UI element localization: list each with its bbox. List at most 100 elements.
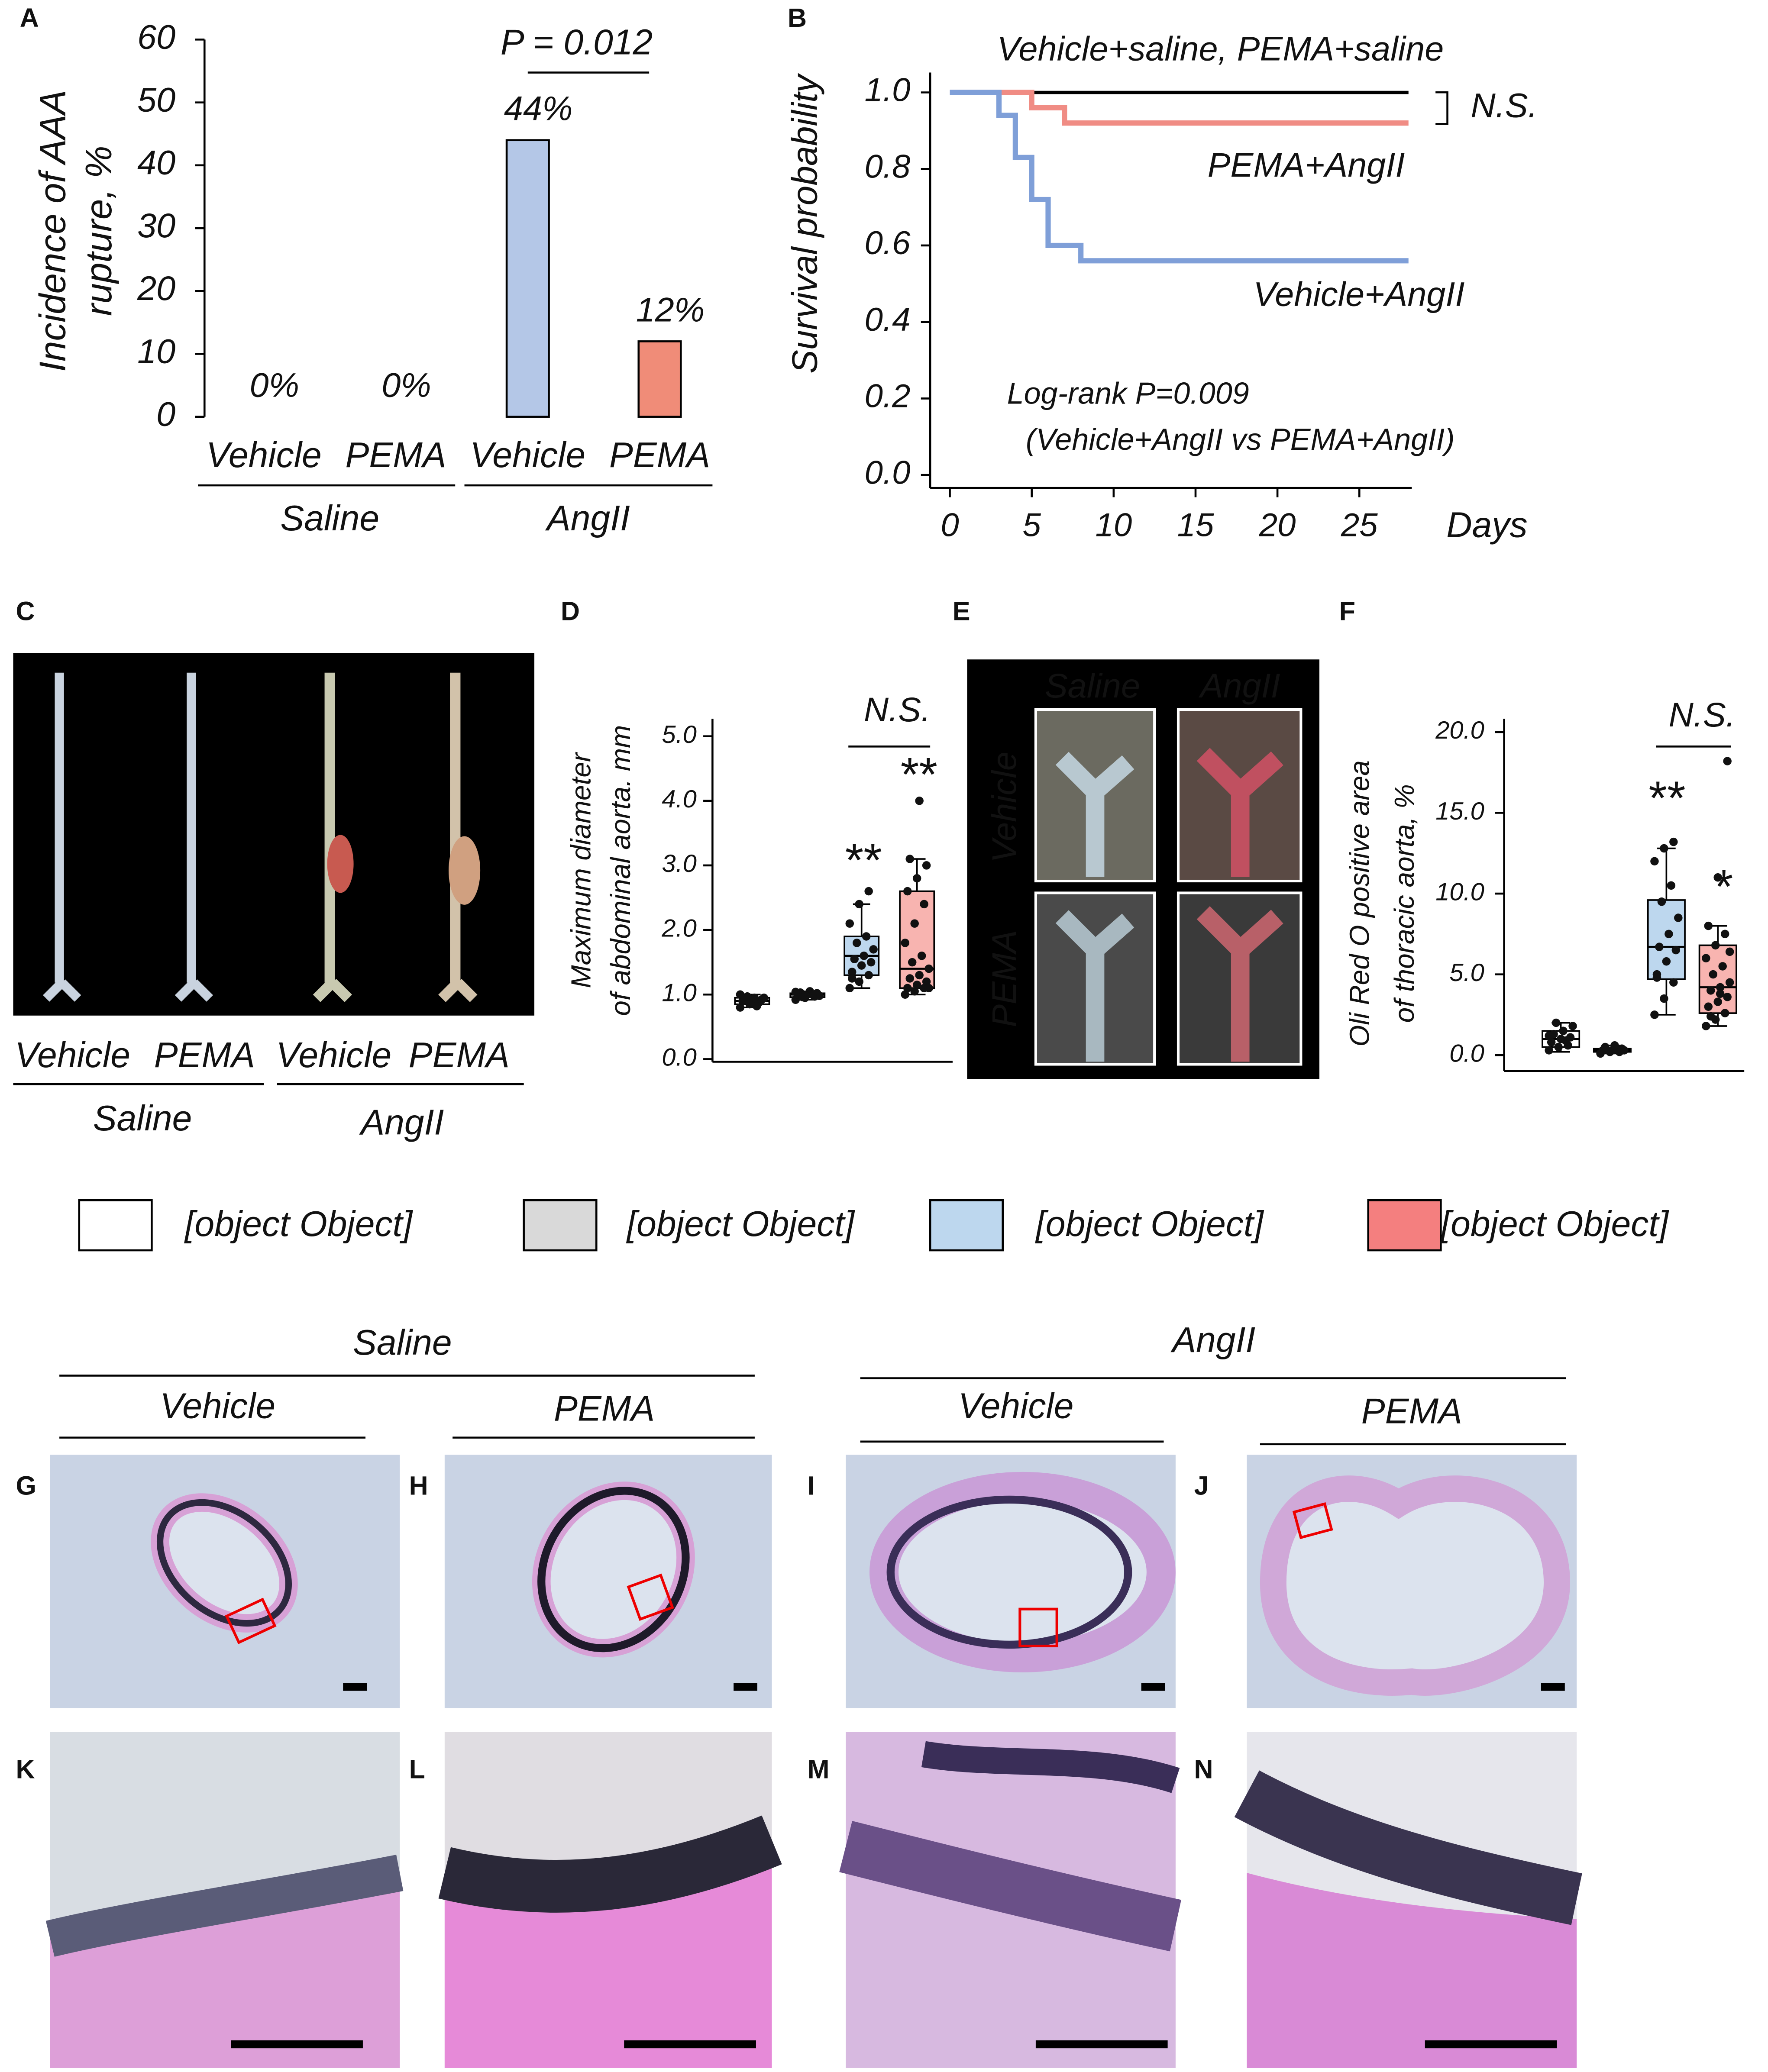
- data-point: [1674, 913, 1683, 922]
- x-tick-label: PEMA: [609, 436, 710, 475]
- panel-letter: E: [953, 597, 970, 626]
- ns-bracket: [1435, 91, 1448, 125]
- y-tick-label: 20.0: [1435, 716, 1484, 744]
- data-point: [864, 887, 873, 896]
- data-point: [903, 887, 912, 896]
- value-label: 0%: [250, 366, 299, 404]
- survival-line: [950, 90, 1409, 126]
- y-tick-label: 0.2: [865, 378, 911, 415]
- data-point: [912, 874, 921, 883]
- annotation: (Vehicle+AngII vs PEMA+AngII): [1026, 423, 1455, 456]
- annotation: Log-rank P=0.009: [1007, 376, 1249, 410]
- data-point: [1655, 942, 1664, 951]
- data-point: [1713, 997, 1722, 1006]
- series-label: PEMA+AngII: [1208, 145, 1405, 184]
- panel-letter: L: [409, 1755, 425, 1784]
- legend-label: [object Object]: [184, 1204, 414, 1244]
- group-label: AngII: [1170, 1320, 1255, 1360]
- panel-letter: I: [808, 1471, 815, 1501]
- data-point: [1704, 921, 1713, 930]
- x-tick-label: 25: [1341, 507, 1378, 544]
- bar: [637, 340, 682, 418]
- subgroup-label: PEMA: [1361, 1392, 1462, 1431]
- data-point: [862, 932, 871, 941]
- legend-label: [object Object]: [1035, 1204, 1264, 1244]
- data-point: [864, 971, 873, 980]
- data-point: [924, 984, 933, 993]
- data-point: [848, 968, 857, 976]
- y-tick-label: 20: [137, 269, 175, 307]
- panel-letter: H: [409, 1471, 428, 1501]
- y-tick-label: 5.0: [662, 721, 696, 749]
- data-point: [1671, 946, 1681, 955]
- data-point: [845, 919, 854, 928]
- data-point: [1665, 929, 1673, 939]
- legend-swatch: [1367, 1199, 1442, 1252]
- data-point: [901, 939, 910, 947]
- x-tick-label: 0: [941, 507, 959, 544]
- data-point: [750, 993, 759, 1002]
- data-point: [1709, 970, 1717, 979]
- annotation: **: [843, 834, 882, 887]
- annotation: N.S.: [1669, 695, 1736, 734]
- bar: [505, 139, 550, 418]
- data-point: [922, 861, 931, 870]
- data-point: [908, 958, 917, 967]
- data-point: [915, 971, 924, 980]
- data-point: [903, 984, 912, 993]
- column-label: AngII: [1199, 666, 1280, 705]
- data-point: [791, 988, 800, 997]
- panel-letter: K: [16, 1755, 35, 1784]
- data-point: [1723, 993, 1732, 1001]
- y-tick-label: 1.0: [865, 72, 911, 109]
- column-label: Saline: [1045, 666, 1140, 705]
- y-axis-label: Maximum diameter: [566, 752, 597, 988]
- value-label: 44%: [504, 89, 573, 128]
- data-point: [808, 990, 817, 999]
- data-point: [760, 993, 768, 1002]
- x-tick-label: PEMA: [346, 436, 446, 475]
- data-point: [1704, 1002, 1713, 1011]
- y-tick-label: 4.0: [662, 785, 696, 813]
- data-point: [1657, 897, 1666, 906]
- group-label: Saline: [280, 499, 379, 538]
- panel-letter: F: [1339, 597, 1355, 626]
- panel-letter: D: [561, 597, 580, 626]
- data-point: [855, 900, 863, 909]
- data-point: [1662, 957, 1671, 966]
- annotation: N.S.: [1471, 86, 1538, 125]
- data-point: [915, 797, 924, 805]
- data-point: [1707, 1012, 1715, 1021]
- y-axis-label: Oli Red O positive area: [1344, 760, 1375, 1046]
- data-point: [1660, 994, 1668, 1003]
- data-point: [1702, 954, 1710, 963]
- group-label: AngII: [545, 499, 630, 538]
- value-label: 12%: [636, 290, 705, 329]
- y-axis-label: Survival probability: [785, 73, 825, 374]
- data-point: [1554, 1042, 1563, 1052]
- panel-letter: G: [16, 1471, 36, 1501]
- annotation: **: [1647, 772, 1685, 825]
- data-point: [1702, 1022, 1710, 1030]
- row-label: Vehicle: [985, 752, 1023, 863]
- data-point: [910, 987, 919, 996]
- annotation: P = 0.012: [501, 23, 653, 62]
- data-point: [1713, 873, 1722, 882]
- y-tick-label: 0: [156, 395, 175, 433]
- data-point: [1720, 929, 1729, 939]
- data-point: [855, 977, 863, 986]
- legend-swatch: [929, 1199, 1004, 1252]
- x-tick-label: 15: [1177, 507, 1214, 544]
- data-point: [1716, 983, 1725, 992]
- data-point: [1650, 1010, 1659, 1019]
- series-label: Vehicle+saline, PEMA+saline: [997, 29, 1444, 68]
- data-point: [1610, 1041, 1619, 1050]
- y-tick-label: 5.0: [1449, 959, 1484, 987]
- data-point: [1660, 844, 1668, 853]
- category-label: PEMA: [154, 1036, 255, 1075]
- legend-label: [object Object]: [626, 1204, 855, 1244]
- x-tick-label: Vehicle: [470, 436, 585, 475]
- panel-letter: C: [16, 597, 35, 626]
- data-point: [857, 961, 866, 970]
- y-tick-label: 0.0: [1449, 1039, 1484, 1067]
